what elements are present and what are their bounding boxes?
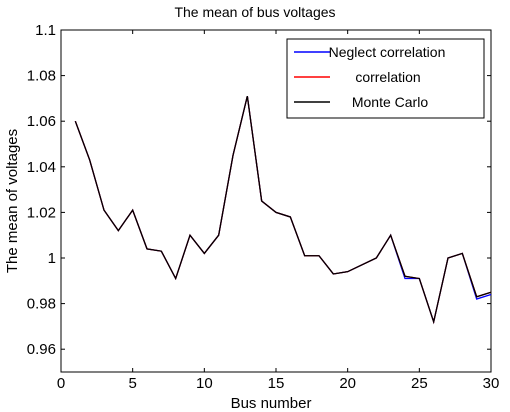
legend-label: Neglect correlation [329, 44, 446, 60]
y-tick-label: 1 [48, 250, 56, 267]
y-axis-label: The mean of voltages [4, 129, 21, 273]
series-line-monte-carlo [74, 95, 492, 325]
x-tick-label: 20 [339, 375, 356, 392]
x-tick-label: 25 [411, 375, 428, 392]
x-tick-label: 30 [483, 375, 500, 392]
x-axis: 0 5 10 15 20 25 30 [57, 30, 500, 392]
legend-label: Monte Carlo [352, 94, 428, 110]
y-axis: 0.96 0.98 1 1.02 1.04 1.06 1.08 1.1 [27, 22, 491, 358]
y-tick-label: 0.96 [27, 341, 56, 358]
series-lines [74, 95, 492, 325]
x-tick-label: 15 [268, 375, 285, 392]
y-tick-label: 1.08 [27, 68, 56, 85]
x-axis-label: Bus number [231, 395, 312, 412]
x-tick-label: 10 [196, 375, 213, 392]
x-tick-label: 5 [128, 375, 136, 392]
legend: Neglect correlation correlation Monte Carl… [286, 38, 485, 119]
y-tick-label: 0.98 [27, 296, 56, 313]
legend-label: correlation [355, 69, 420, 85]
x-tick-label: 0 [57, 375, 65, 392]
chart-title: The mean of bus voltages [174, 4, 335, 20]
y-tick-label: 1.06 [27, 113, 56, 130]
y-tick-label: 1.1 [35, 22, 56, 39]
y-tick-label: 1.02 [27, 204, 56, 221]
y-tick-label: 1.04 [27, 159, 56, 176]
